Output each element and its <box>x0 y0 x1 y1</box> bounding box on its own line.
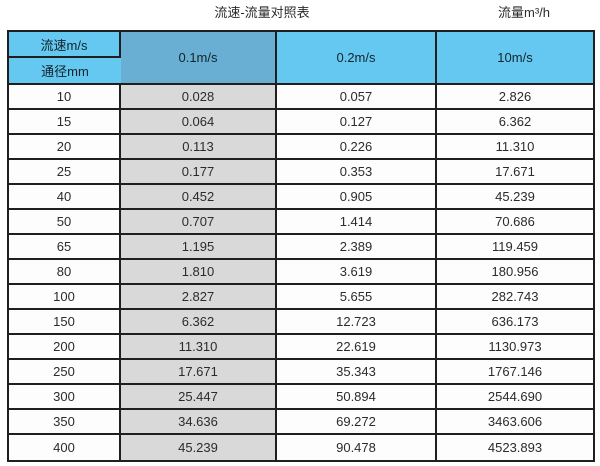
table-header: 流速m/s 0.1m/s 0.2m/s 10m/s 通径mm <box>9 32 593 85</box>
diameter-cell: 200 <box>9 335 121 360</box>
flow-value-cell: 0.028 <box>121 85 277 110</box>
flow-value-cell: 2544.690 <box>437 385 593 410</box>
flow-value-cell: 11.310 <box>437 135 593 160</box>
column-header-0-2ms: 0.2m/s <box>277 32 437 85</box>
flow-value-cell: 636.173 <box>437 310 593 335</box>
table-row: 100 2.827 5.655 282.743 <box>9 285 593 310</box>
flow-value-cell: 17.671 <box>437 160 593 185</box>
flow-value-cell: 45.239 <box>121 435 277 460</box>
table-row: 300 25.447 50.894 2544.690 <box>9 385 593 410</box>
flow-value-cell: 35.343 <box>277 360 437 385</box>
flow-value-cell: 12.723 <box>277 310 437 335</box>
flow-value-cell: 282.743 <box>437 285 593 310</box>
table-row: 350 34.636 69.272 3463.606 <box>9 410 593 435</box>
diameter-cell: 20 <box>9 135 121 160</box>
flow-value-cell: 1.810 <box>121 260 277 285</box>
flow-value-cell: 17.671 <box>121 360 277 385</box>
diameter-cell: 15 <box>9 110 121 135</box>
corner-diameter-label: 通径mm <box>9 58 121 85</box>
flow-value-cell: 90.478 <box>277 435 437 460</box>
table-row: 20 0.113 0.226 11.310 <box>9 135 593 160</box>
flow-value-cell: 0.113 <box>121 135 277 160</box>
flow-value-cell: 2.826 <box>437 85 593 110</box>
flow-value-cell: 45.239 <box>437 185 593 210</box>
diameter-cell: 100 <box>9 285 121 310</box>
flow-value-cell: 119.459 <box>437 235 593 260</box>
table-row: 50 0.707 1.414 70.686 <box>9 210 593 235</box>
flow-value-cell: 0.452 <box>121 185 277 210</box>
diameter-cell: 150 <box>9 310 121 335</box>
table-row: 80 1.810 3.619 180.956 <box>9 260 593 285</box>
flow-value-cell: 1767.146 <box>437 360 593 385</box>
diameter-cell: 40 <box>9 185 121 210</box>
flow-value-cell: 3463.606 <box>437 410 593 435</box>
flow-value-cell: 1.414 <box>277 210 437 235</box>
table-row: 400 45.239 90.478 4523.893 <box>9 435 593 460</box>
flow-value-cell: 0.707 <box>121 210 277 235</box>
table-title: 流速-流量对照表 <box>214 5 310 20</box>
flow-value-cell: 70.686 <box>437 210 593 235</box>
column-header-0-1ms: 0.1m/s <box>121 32 277 85</box>
diameter-cell: 350 <box>9 410 121 435</box>
flow-value-cell: 50.894 <box>277 385 437 410</box>
diameter-cell: 50 <box>9 210 121 235</box>
flow-value-cell: 34.636 <box>121 410 277 435</box>
table-row: 250 17.671 35.343 1767.146 <box>9 360 593 385</box>
flow-value-cell: 1.195 <box>121 235 277 260</box>
flow-value-cell: 0.177 <box>121 160 277 185</box>
flow-value-cell: 5.655 <box>277 285 437 310</box>
corner-velocity-label: 流速m/s <box>9 32 121 58</box>
table-row: 15 0.064 0.127 6.362 <box>9 110 593 135</box>
flow-value-cell: 0.905 <box>277 185 437 210</box>
flow-value-cell: 180.956 <box>437 260 593 285</box>
flow-value-cell: 11.310 <box>121 335 277 360</box>
flow-value-cell: 4523.893 <box>437 435 593 460</box>
flow-value-cell: 0.127 <box>277 110 437 135</box>
table-row: 65 1.195 2.389 119.459 <box>9 235 593 260</box>
flow-value-cell: 6.362 <box>437 110 593 135</box>
diameter-cell: 25 <box>9 160 121 185</box>
diameter-cell: 65 <box>9 235 121 260</box>
flow-value-cell: 0.064 <box>121 110 277 135</box>
table-row: 150 6.362 12.723 636.173 <box>9 310 593 335</box>
flow-value-cell: 0.226 <box>277 135 437 160</box>
flow-value-cell: 22.619 <box>277 335 437 360</box>
flow-value-cell: 2.389 <box>277 235 437 260</box>
flow-value-cell: 3.619 <box>277 260 437 285</box>
flow-value-cell: 6.362 <box>121 310 277 335</box>
diameter-cell: 80 <box>9 260 121 285</box>
diameter-cell: 400 <box>9 435 121 460</box>
column-header-10ms: 10m/s <box>437 32 593 85</box>
flow-rate-table: 流速m/s 0.1m/s 0.2m/s 10m/s 通径mm 10 0.028 0.… <box>7 30 595 462</box>
diameter-cell: 300 <box>9 385 121 410</box>
table-row: 200 11.310 22.619 1130.973 <box>9 335 593 360</box>
flow-unit-label: 流量m³/h <box>497 5 551 20</box>
flow-value-cell: 69.272 <box>277 410 437 435</box>
flow-table-body: 10 0.028 0.057 2.826 15 0.064 0.127 6.362 20 0.11… <box>9 85 593 460</box>
flow-value-cell: 25.447 <box>121 385 277 410</box>
diameter-cell: 250 <box>9 360 121 385</box>
table-row: 25 0.177 0.353 17.671 <box>9 160 593 185</box>
flow-value-cell: 1130.973 <box>437 335 593 360</box>
flow-value-cell: 0.057 <box>277 85 437 110</box>
flow-value-cell: 2.827 <box>121 285 277 310</box>
diameter-cell: 10 <box>9 85 121 110</box>
flow-value-cell: 0.353 <box>277 160 437 185</box>
table-row: 40 0.452 0.905 45.239 <box>9 185 593 210</box>
table-row: 10 0.028 0.057 2.826 <box>9 85 593 110</box>
